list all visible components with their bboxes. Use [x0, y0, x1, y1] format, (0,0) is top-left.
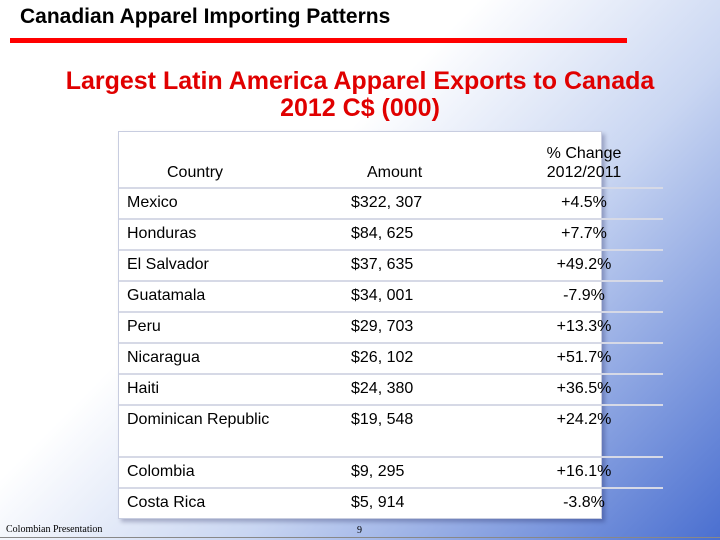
change-cell: -7.9%	[505, 281, 663, 313]
table-row: El Salvador $37, 635 +49.2%	[119, 250, 663, 282]
country-cell: Nicaragua	[119, 343, 323, 375]
change-cell: +24.2%	[505, 405, 663, 458]
amount-cell: $9, 295	[323, 457, 505, 489]
country-cell: El Salvador	[119, 250, 323, 282]
header-change: % Change 2012/2011	[505, 132, 663, 189]
subtitle-line-2: 2012 C$ (000)	[280, 94, 440, 122]
table-row: Nicaragua $26, 102 +51.7%	[119, 343, 663, 375]
table-row: Peru $29, 703 +13.3%	[119, 312, 663, 344]
change-cell: +7.7%	[505, 219, 663, 251]
amount-cell: $37, 635	[323, 250, 505, 282]
country-cell: Mexico	[119, 188, 323, 220]
amount-cell: $19, 548	[323, 405, 505, 458]
footer-presentation-label: Colombian Presentation	[6, 524, 103, 535]
change-cell: +4.5%	[505, 188, 663, 220]
change-cell: +13.3%	[505, 312, 663, 344]
table-row: Honduras $84, 625 +7.7%	[119, 219, 663, 251]
change-cell: +16.1%	[505, 457, 663, 489]
table-row: Guatamala $34, 001 -7.9%	[119, 281, 663, 313]
amount-cell: $29, 703	[323, 312, 505, 344]
country-cell: Guatamala	[119, 281, 323, 313]
amount-cell: $34, 001	[323, 281, 505, 313]
exports-table: Country Amount % Change 2012/2011 Mexico…	[118, 131, 663, 519]
header-country: Country	[119, 132, 323, 189]
amount-cell: $322, 307	[323, 188, 505, 220]
amount-cell: $26, 102	[323, 343, 505, 375]
country-cell: Peru	[119, 312, 323, 344]
change-cell: +49.2%	[505, 250, 663, 282]
title-underline	[10, 38, 627, 43]
footer-divider	[0, 537, 720, 538]
slide-title: Canadian Apparel Importing Patterns	[20, 5, 391, 28]
table-row: Mexico $322, 307 +4.5%	[119, 188, 663, 220]
header-change-line-2: 2012/2011	[546, 164, 622, 181]
country-cell: Honduras	[119, 219, 323, 251]
subtitle-line-1: Largest Latin America Apparel Exports to…	[65, 67, 655, 95]
table-row: Colombia $9, 295 +16.1%	[119, 457, 663, 489]
header-change-line-1: % Change	[546, 145, 622, 162]
amount-cell: $5, 914	[351, 494, 405, 511]
country-cell: Haiti	[119, 374, 323, 406]
change-cell: -3.8%	[563, 494, 605, 511]
country-cell: Costa Rica	[127, 494, 206, 511]
table-row: Costa Rica $5, 914 -3.8%	[119, 488, 663, 518]
header-amount: Amount	[323, 132, 505, 189]
change-cell: +51.7%	[505, 343, 663, 375]
country-cell: Colombia	[119, 457, 323, 489]
country-cell: Dominican Republic	[119, 405, 323, 458]
slide-subtitle: Largest Latin America Apparel Exports to…	[0, 68, 720, 122]
table-row: Dominican Republic $19, 548 +24.2%	[119, 405, 663, 458]
page-number: 9	[357, 525, 362, 536]
amount-cell: $84, 625	[323, 219, 505, 251]
table-row: Haiti $24, 380 +36.5%	[119, 374, 663, 406]
table-header-row: Country Amount % Change 2012/2011	[119, 132, 663, 189]
amount-cell: $24, 380	[323, 374, 505, 406]
change-cell: +36.5%	[505, 374, 663, 406]
